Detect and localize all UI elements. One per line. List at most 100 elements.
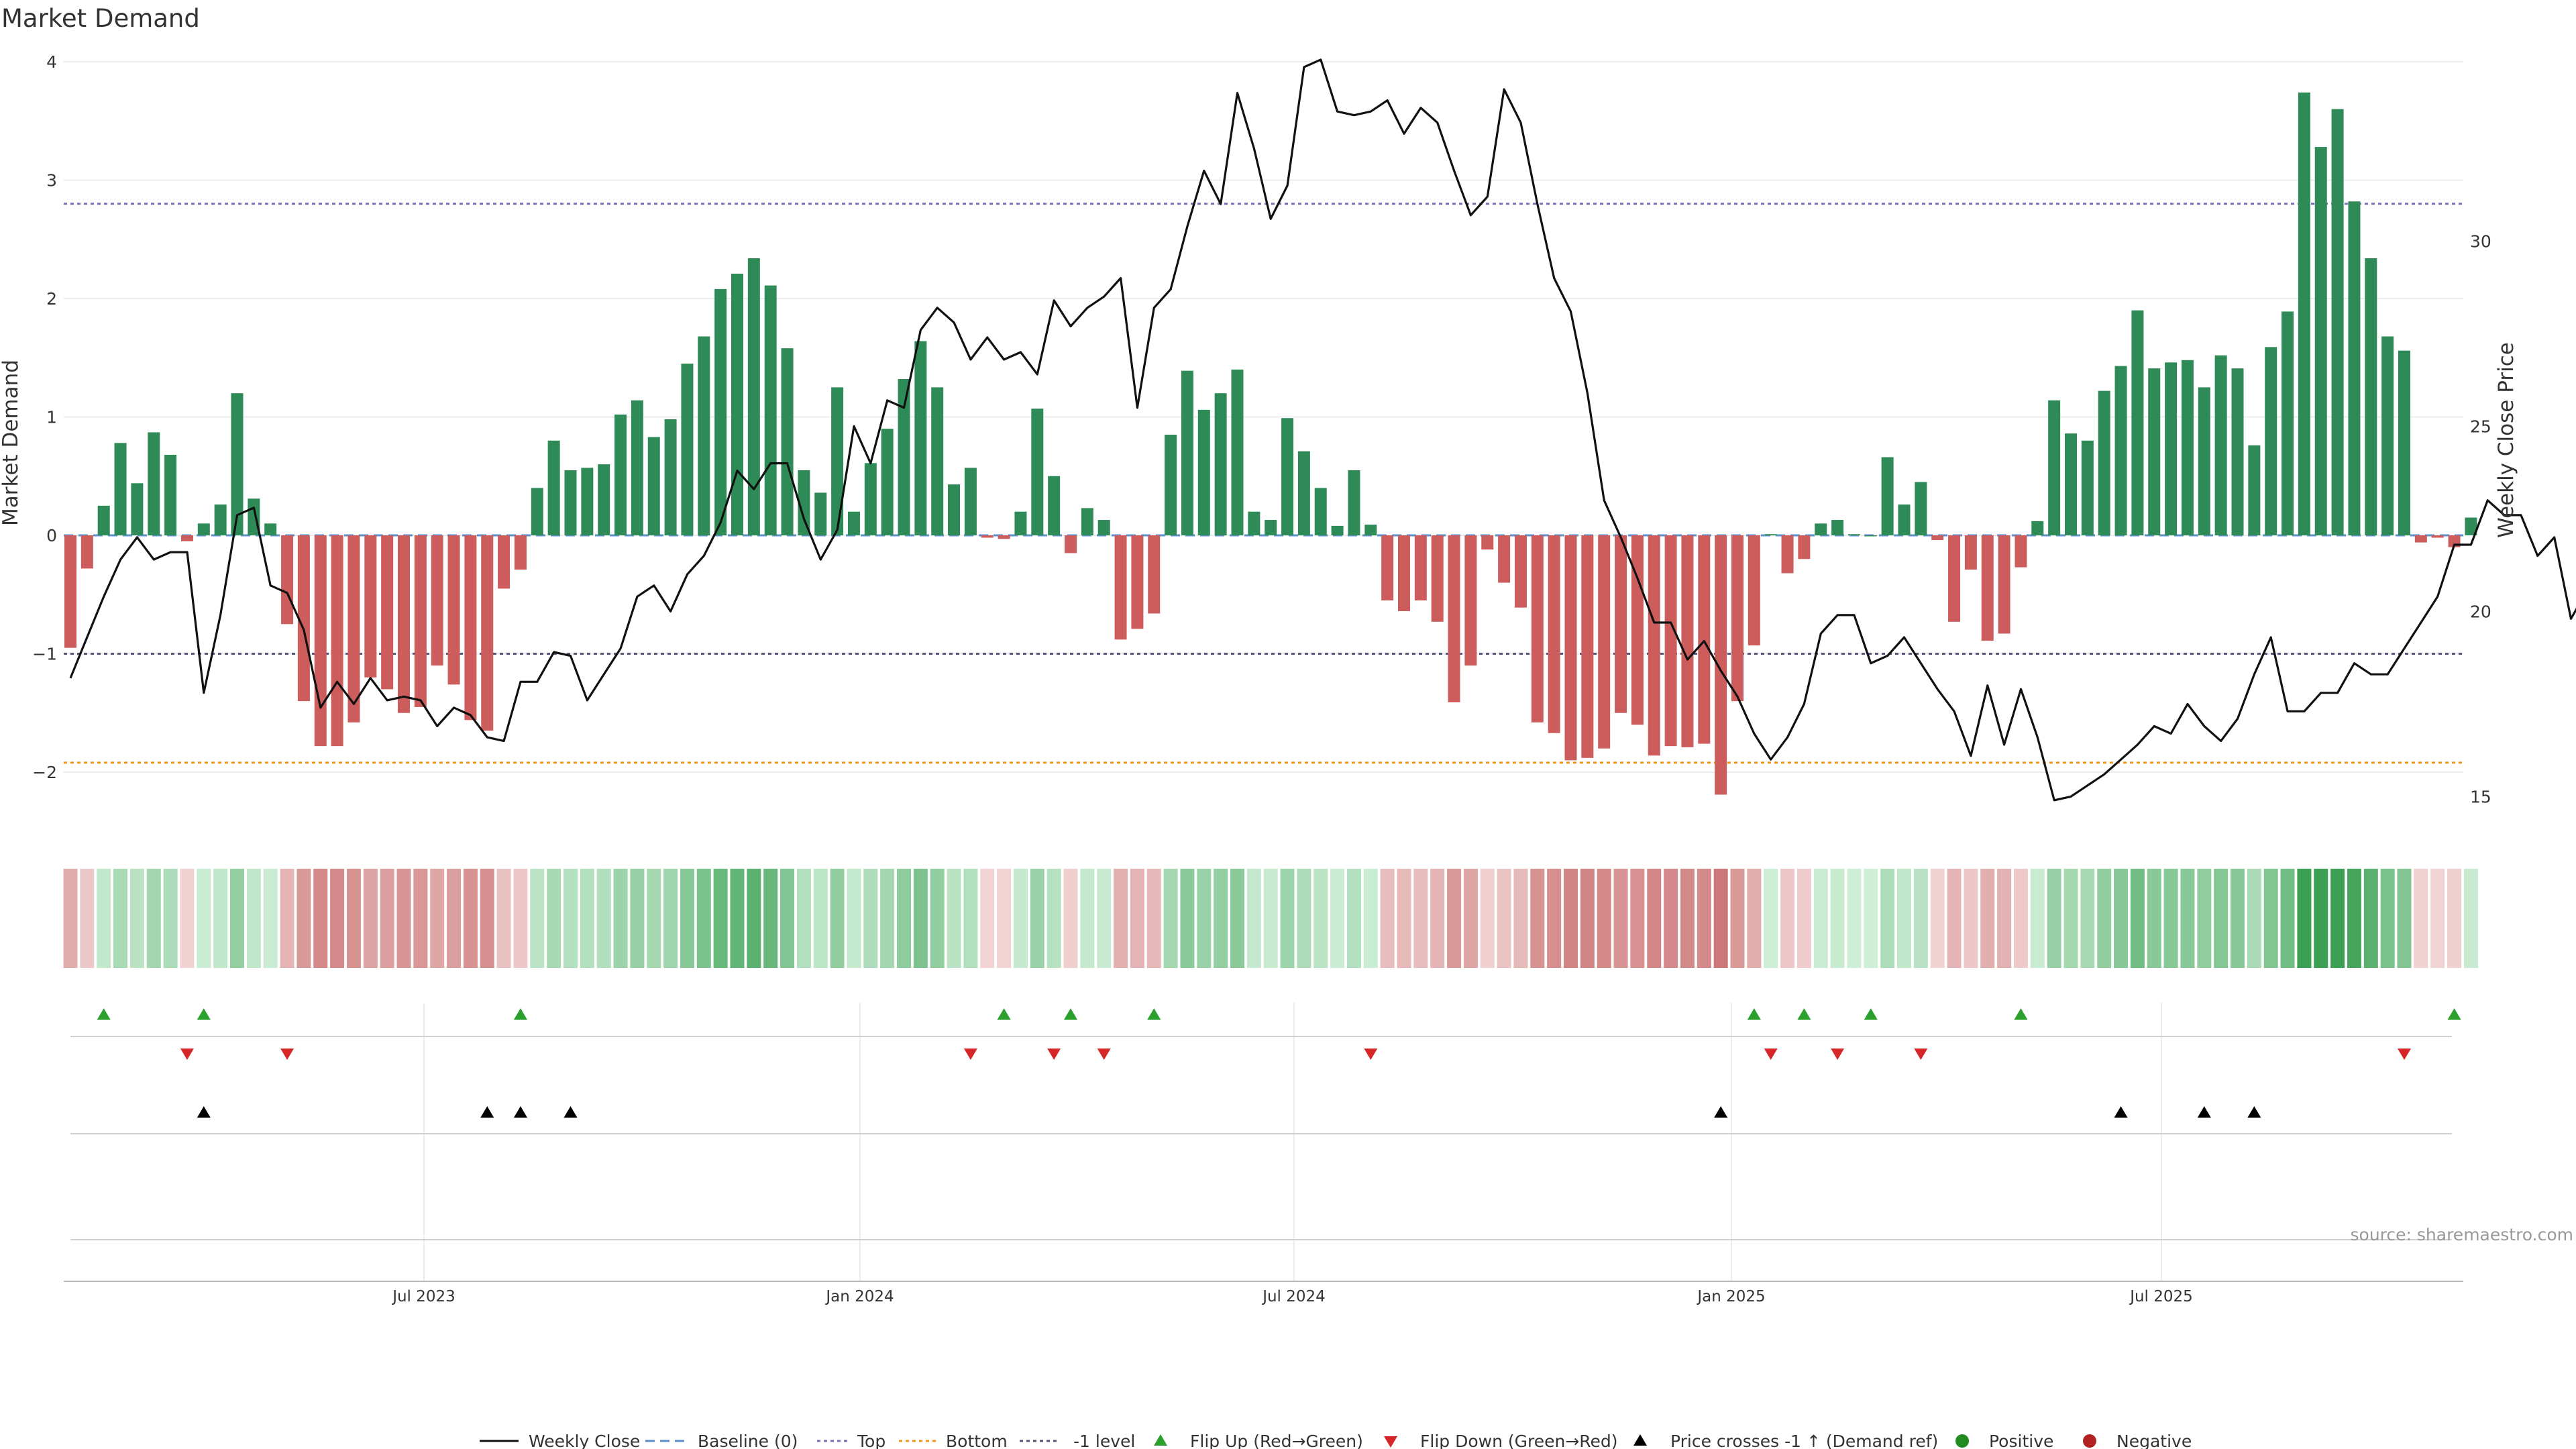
- demand-bar: [1664, 535, 1677, 747]
- heat-cell: [1530, 869, 1545, 968]
- demand-bar: [297, 535, 310, 702]
- event-panels: [64, 1036, 2463, 1282]
- heat-cell: [1346, 869, 1361, 968]
- demand-bar: [1148, 535, 1161, 614]
- heat-cell: [1313, 869, 1328, 968]
- heat-cell: [830, 869, 845, 968]
- demand-bar: [2031, 521, 2044, 535]
- heat-cell: [963, 869, 978, 968]
- heat-cell: [630, 869, 645, 968]
- demand-bar: [1048, 476, 1061, 535]
- heat-cell: [1913, 869, 1928, 968]
- heat-cell: [297, 869, 311, 968]
- heat-cell: [330, 869, 345, 968]
- demand-bar: [1297, 451, 1310, 535]
- heat-cell: [897, 869, 911, 968]
- heat-cell: [1246, 869, 1261, 968]
- flip-up-marker: [1064, 1008, 1077, 1020]
- y-tick-label: −1: [32, 645, 57, 664]
- y2-tick-label: 20: [2470, 602, 2491, 621]
- heat-cell: [246, 869, 261, 968]
- event-markers: [97, 1008, 2461, 1118]
- demand-bar: [1398, 535, 1410, 611]
- flip-up-marker: [1797, 1008, 1811, 1020]
- source-note: source: sharemaestro.com: [2351, 1225, 2574, 1244]
- heat-cell: [2214, 869, 2229, 968]
- heat-cell: [2330, 869, 2345, 968]
- y-tick-label: −2: [32, 763, 57, 782]
- demand-bar: [1998, 535, 2010, 634]
- heat-cell: [2363, 869, 2378, 968]
- y-tick-label: 2: [46, 289, 57, 309]
- demand-bar: [831, 387, 844, 535]
- heat-cell: [1097, 869, 1112, 968]
- heat-cell: [413, 869, 428, 968]
- legend-label: Flip Down (Green→Red): [1420, 1432, 1618, 1449]
- demand-bar: [914, 341, 927, 535]
- legend-price-cross-swatch: [1633, 1434, 1647, 1446]
- demand-bar: [1481, 535, 1494, 550]
- y2-tick-label: 25: [2470, 417, 2491, 436]
- heat-cell: [129, 869, 144, 968]
- legend-label: Price crosses -1 ↑ (Demand ref): [1670, 1432, 1938, 1449]
- heat-cell: [163, 869, 178, 968]
- demand-bar: [264, 523, 277, 535]
- demand-bar: [1097, 520, 1110, 535]
- legend-label: Positive: [1989, 1432, 2053, 1449]
- heat-cell: [2280, 869, 2295, 968]
- heat-cell: [480, 869, 494, 968]
- demand-bar: [2314, 147, 2327, 535]
- flip-down-marker: [1914, 1049, 1928, 1060]
- heat-cell: [1214, 869, 1228, 968]
- heat-cell: [2097, 869, 2112, 968]
- legend-flip-down-swatch: [1384, 1436, 1397, 1448]
- y2-tick-label: 15: [2470, 787, 2491, 806]
- heat-cell: [2397, 869, 2412, 968]
- demand-bar: [1698, 535, 1711, 744]
- demand-bar: [1981, 535, 1994, 641]
- demand-bar: [2265, 347, 2277, 535]
- demand-bar: [2015, 535, 2027, 568]
- heat-cell: [1046, 869, 1061, 968]
- demand-bar: [614, 414, 627, 535]
- demand-bar: [1214, 393, 1227, 535]
- heat-cell: [1013, 869, 1028, 968]
- demand-bar: [1598, 535, 1611, 749]
- heat-cell: [1146, 869, 1161, 968]
- demand-bar: [2048, 400, 2061, 535]
- demand-bar: [1715, 535, 1727, 795]
- flip-down-marker: [280, 1049, 294, 1060]
- demand-bar: [447, 535, 460, 685]
- demand-bar: [97, 505, 110, 535]
- demand-bar: [2381, 336, 2394, 535]
- heat-cell: [396, 869, 411, 968]
- heat-cell: [2047, 869, 2061, 968]
- legend-label: Negative: [2116, 1432, 2192, 1449]
- heat-cell: [97, 869, 111, 968]
- heat-cell: [313, 869, 328, 968]
- demand-bar: [1931, 535, 1944, 541]
- heat-cell: [1980, 869, 1995, 968]
- heat-cell: [1397, 869, 1411, 968]
- demand-bar: [114, 443, 127, 535]
- demand-bar: [1281, 418, 1294, 535]
- demand-bar: [1065, 535, 1077, 553]
- demand-bar: [881, 429, 894, 535]
- demand-bar: [1014, 511, 1027, 535]
- demand-bar: [647, 437, 660, 535]
- heat-cell: [1880, 869, 1895, 968]
- heat-cell: [947, 869, 961, 968]
- heat-cell: [2347, 869, 2361, 968]
- demand-bar: [1781, 535, 1794, 574]
- demand-bar: [1548, 535, 1560, 733]
- flip-up-marker: [1747, 1008, 1761, 1020]
- flip-down-marker: [1764, 1049, 1778, 1060]
- demand-bar: [1847, 534, 1860, 535]
- heat-cell: [547, 869, 561, 968]
- heat-cell: [1597, 869, 1611, 968]
- heat-cell: [113, 869, 128, 968]
- heat-cell: [613, 869, 628, 968]
- heat-cell: [680, 869, 694, 968]
- flip-up-marker: [2014, 1008, 2028, 1020]
- demand-bar: [1748, 535, 1760, 646]
